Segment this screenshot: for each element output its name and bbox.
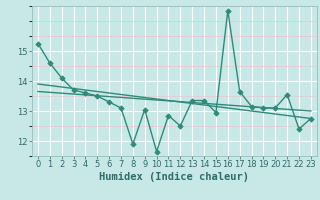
X-axis label: Humidex (Indice chaleur): Humidex (Indice chaleur) <box>100 172 249 182</box>
